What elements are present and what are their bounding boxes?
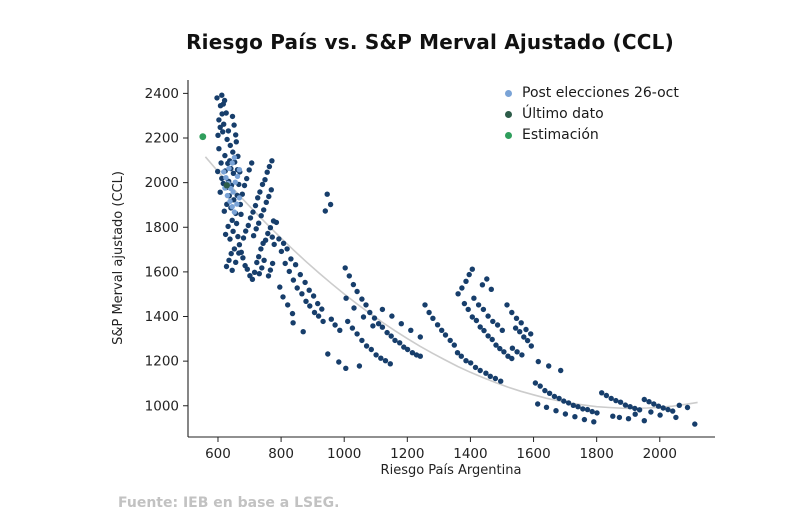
x-axis-label: Riesgo País Argentina [381,463,522,478]
svg-text:1800: 1800 [579,446,613,462]
svg-text:1000: 1000 [327,446,361,462]
svg-text:1600: 1600 [516,446,550,462]
legend-marker-post-elecciones-icon [505,89,512,97]
legend-label-estimacion: Estimación [522,127,599,143]
scatter-plot: 600 800 1000 1200 1400 1600 1800 2000 1000 1200 14… [111,80,715,478]
legend: Post elecciones 26-oct Último dato Estim… [505,86,679,142]
chart-title: Riesgo País vs. S&P Merval Ajustado (CCL… [186,30,674,54]
legend-label-ultimo-dato: Último dato [522,106,604,122]
plot-layers: 600 800 1000 1200 1400 1600 1800 2000 1000 1200 14… [145,80,715,462]
svg-text:2400: 2400 [145,86,179,102]
svg-text:1400: 1400 [453,446,487,462]
svg-text:600: 600 [205,446,231,462]
source-note: Fuente: IEB en base a LSEG. [118,495,340,511]
legend-item-estimacion: Estimación [505,128,679,142]
svg-text:1600: 1600 [145,264,179,280]
legend-label-post-elecciones: Post elecciones 26-oct [522,85,679,101]
svg-text:2000: 2000 [643,446,677,462]
svg-text:1000: 1000 [145,398,179,414]
legend-item-post-elecciones: Post elecciones 26-oct [505,86,679,100]
legend-marker-estimacion-icon [505,131,512,139]
y-axis-label: S&P Merval ajustado (CCL) [111,171,126,345]
svg-text:800: 800 [268,446,294,462]
svg-text:2000: 2000 [145,175,179,191]
legend-item-ultimo-dato: Último dato [505,107,679,121]
legend-marker-ultimo-dato-icon [505,110,512,118]
svg-text:2200: 2200 [145,131,179,147]
svg-text:1400: 1400 [145,309,179,325]
svg-text:1200: 1200 [145,354,179,370]
svg-text:1800: 1800 [145,220,179,236]
svg-text:1200: 1200 [390,446,424,462]
